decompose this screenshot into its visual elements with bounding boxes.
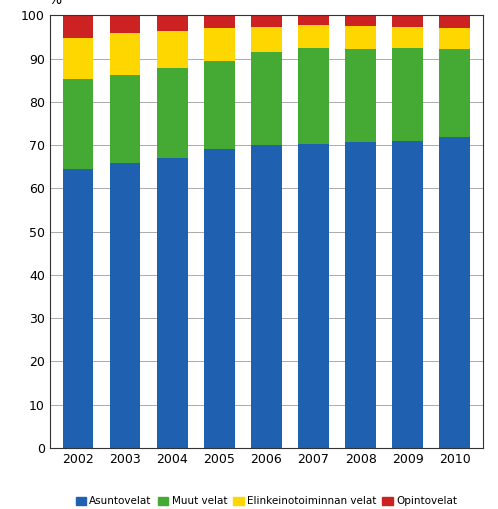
Bar xyxy=(110,163,140,448)
Bar xyxy=(157,31,188,68)
Bar xyxy=(110,74,140,163)
Bar xyxy=(251,27,282,52)
Bar xyxy=(345,15,376,25)
Bar xyxy=(392,15,423,27)
Bar xyxy=(110,15,140,34)
Bar xyxy=(110,34,140,74)
Bar xyxy=(204,61,235,150)
Bar xyxy=(63,79,93,169)
Text: %: % xyxy=(48,0,61,7)
Bar xyxy=(157,15,188,31)
Bar xyxy=(392,48,423,141)
Bar xyxy=(63,169,93,448)
Bar xyxy=(298,25,329,48)
Bar xyxy=(345,48,376,142)
Bar xyxy=(251,15,282,27)
Bar xyxy=(251,52,282,145)
Bar xyxy=(440,48,470,137)
Bar xyxy=(298,48,329,144)
Bar xyxy=(204,150,235,448)
Bar xyxy=(298,15,329,25)
Bar xyxy=(157,158,188,448)
Bar xyxy=(392,27,423,48)
Bar xyxy=(63,15,93,38)
Legend: Asuntovelat, Muut velat, Elinkeinotoiminnan velat, Opintovelat: Asuntovelat, Muut velat, Elinkeinotoimin… xyxy=(72,492,461,509)
Bar xyxy=(157,68,188,158)
Bar xyxy=(440,137,470,448)
Bar xyxy=(440,15,470,29)
Bar xyxy=(204,15,235,29)
Bar xyxy=(298,144,329,448)
Bar xyxy=(63,38,93,79)
Bar xyxy=(251,145,282,448)
Bar xyxy=(345,142,376,448)
Bar xyxy=(440,28,470,48)
Bar xyxy=(392,141,423,448)
Bar xyxy=(204,28,235,61)
Bar xyxy=(345,25,376,48)
